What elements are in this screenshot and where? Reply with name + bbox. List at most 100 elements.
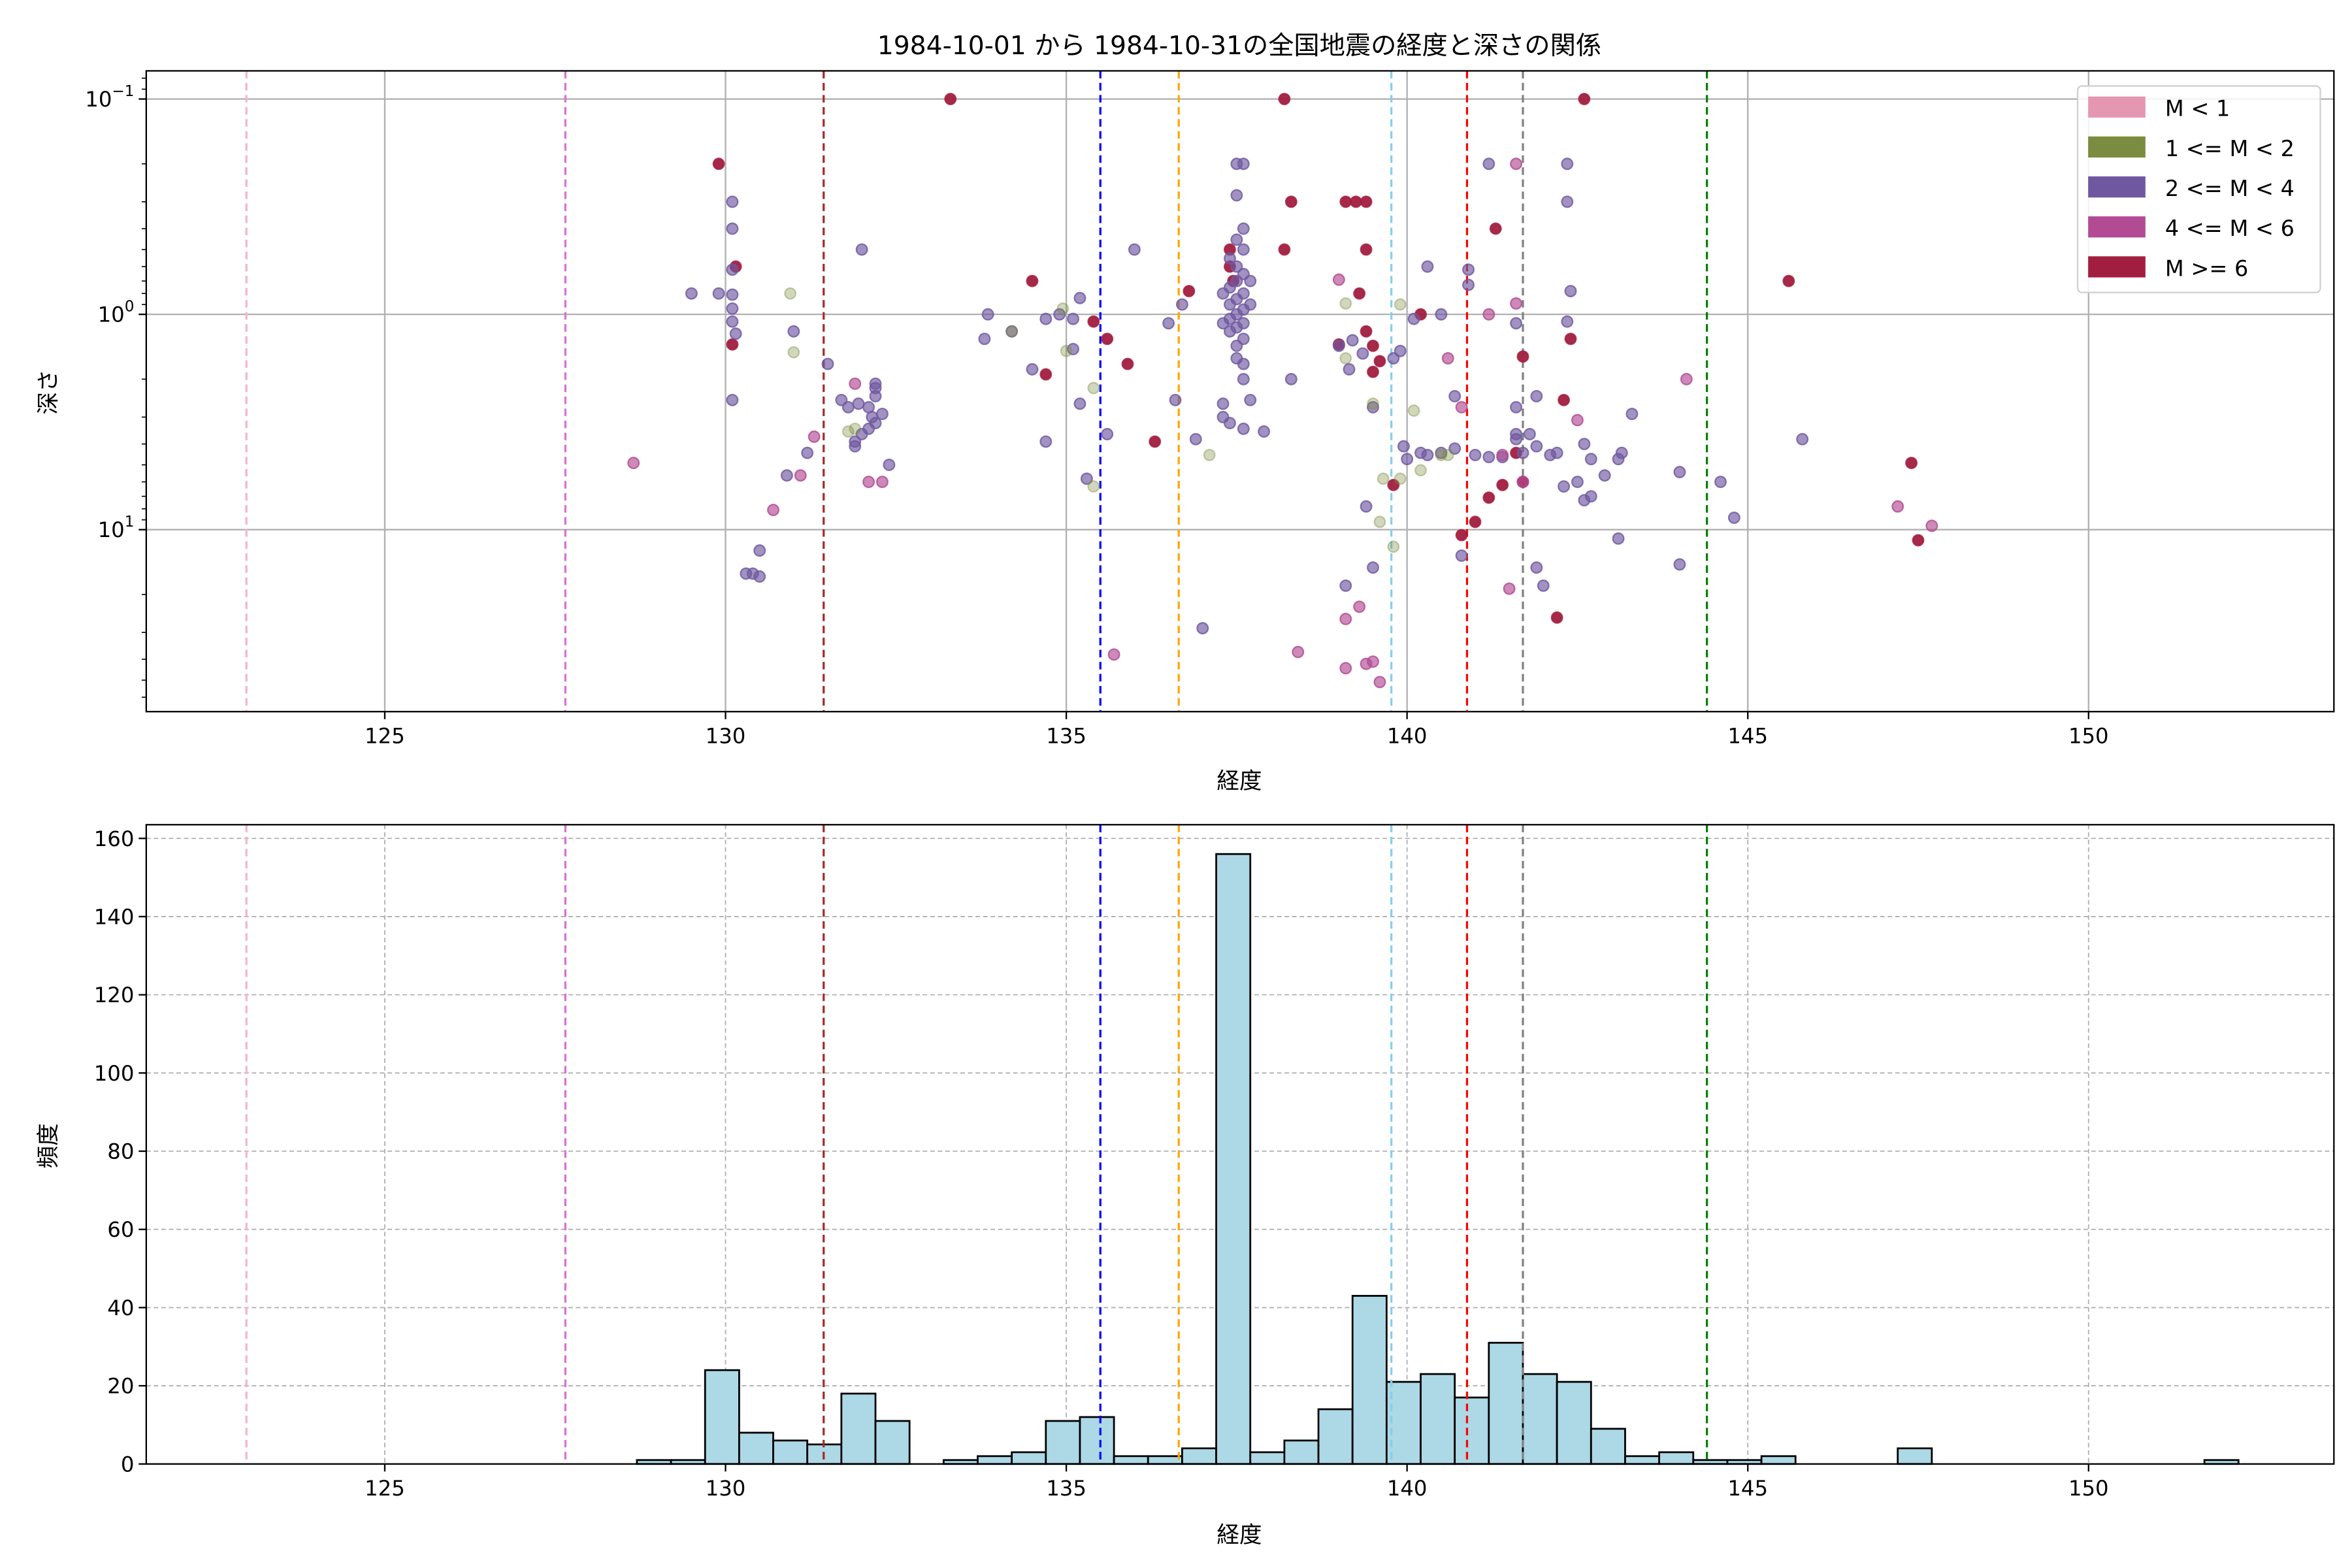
data-point	[1244, 393, 1257, 406]
data-point	[1912, 534, 1925, 547]
y-tick-label: 60	[107, 1217, 134, 1242]
data-point	[794, 469, 807, 482]
data-point	[1223, 417, 1236, 430]
data-point	[1203, 448, 1216, 461]
data-point	[1284, 195, 1298, 208]
data-point	[1183, 285, 1196, 298]
data-point	[869, 389, 882, 402]
y-tick-label: 101	[98, 514, 135, 542]
data-point	[1448, 442, 1462, 455]
data-point	[1571, 414, 1584, 427]
histogram-plot: 125 130 135 140 145 150 0 20 40 60 80 100 120 140 160	[94, 824, 2335, 1501]
data-point	[685, 287, 698, 300]
data-point	[1360, 500, 1373, 513]
data-point	[1496, 478, 1509, 491]
data-point	[1482, 157, 1495, 171]
data-point	[1584, 490, 1597, 503]
data-point	[875, 476, 889, 489]
data-point	[1026, 363, 1039, 376]
data-point	[1237, 243, 1250, 256]
histogram-bar	[1897, 1447, 1933, 1465]
legend-label: 1 <= M < 2	[2165, 136, 2295, 161]
data-point	[1060, 344, 1073, 357]
data-point	[1544, 448, 1557, 461]
data-point	[1561, 157, 1574, 171]
data-point	[1537, 579, 1550, 592]
data-point	[1360, 325, 1373, 338]
data-point	[1407, 312, 1420, 325]
histogram-bar	[1181, 1447, 1217, 1465]
data-point	[862, 476, 875, 489]
data-point	[1332, 339, 1345, 352]
data-point	[841, 400, 855, 414]
data-point	[1073, 291, 1086, 304]
y-tick-label: 160	[94, 826, 135, 851]
data-point	[1080, 472, 1093, 485]
data-point	[1237, 372, 1250, 385]
data-point	[1510, 157, 1523, 171]
data-point	[1510, 317, 1523, 330]
data-point	[1360, 243, 1373, 256]
data-point	[1367, 561, 1379, 574]
data-point	[729, 327, 742, 340]
data-point	[1578, 93, 1591, 106]
histogram-bar	[1147, 1455, 1183, 1465]
data-point	[1558, 393, 1571, 406]
data-point	[1435, 308, 1448, 321]
data-point	[869, 377, 882, 390]
data-point	[1039, 312, 1053, 325]
y-tick-label: 100	[98, 299, 135, 327]
histogram-bar	[1079, 1416, 1115, 1465]
data-point	[841, 425, 855, 438]
y-tick-label: 0	[121, 1452, 135, 1477]
legend-swatch	[2088, 216, 2146, 238]
data-point	[1680, 372, 1693, 385]
data-point	[1510, 297, 1523, 310]
data-point	[1510, 400, 1523, 414]
x-tick-label: 145	[1727, 724, 1768, 749]
data-point	[1196, 622, 1209, 635]
data-point	[1561, 315, 1574, 328]
data-point	[1373, 355, 1386, 368]
data-point	[753, 570, 766, 583]
data-point	[1217, 287, 1230, 300]
data-point	[1373, 676, 1386, 689]
data-point	[1367, 400, 1379, 414]
histogram-bar	[1045, 1420, 1081, 1465]
data-point	[1278, 93, 1291, 106]
data-point	[1339, 662, 1352, 675]
data-point	[726, 302, 739, 315]
x-tick-label: 130	[706, 724, 746, 749]
data-point	[1101, 333, 1114, 346]
histogram-bar	[1488, 1341, 1524, 1465]
data-point	[726, 263, 739, 276]
data-point	[1673, 466, 1686, 478]
data-point	[1387, 351, 1400, 365]
data-point	[866, 410, 879, 423]
data-point	[1496, 448, 1509, 461]
histogram-bar	[1522, 1373, 1558, 1465]
data-point	[1523, 428, 1536, 440]
data-point	[787, 325, 800, 338]
histogram-bar	[1624, 1455, 1660, 1465]
histogram-bar	[1113, 1455, 1149, 1465]
data-point	[1448, 389, 1462, 402]
histogram-bar	[1283, 1439, 1320, 1465]
data-point	[1223, 252, 1236, 265]
data-point	[1339, 579, 1352, 592]
data-point	[1230, 339, 1243, 352]
data-point	[784, 287, 797, 300]
data-point	[1571, 476, 1584, 489]
data-point	[1394, 472, 1407, 485]
data-point	[944, 93, 957, 106]
data-point	[1223, 325, 1236, 338]
histogram-bar	[1317, 1408, 1354, 1465]
data-point	[883, 459, 896, 471]
data-point	[1891, 500, 1904, 513]
data-point	[1056, 302, 1070, 315]
data-point	[753, 544, 766, 557]
data-point	[855, 243, 868, 256]
data-point	[1244, 274, 1257, 287]
